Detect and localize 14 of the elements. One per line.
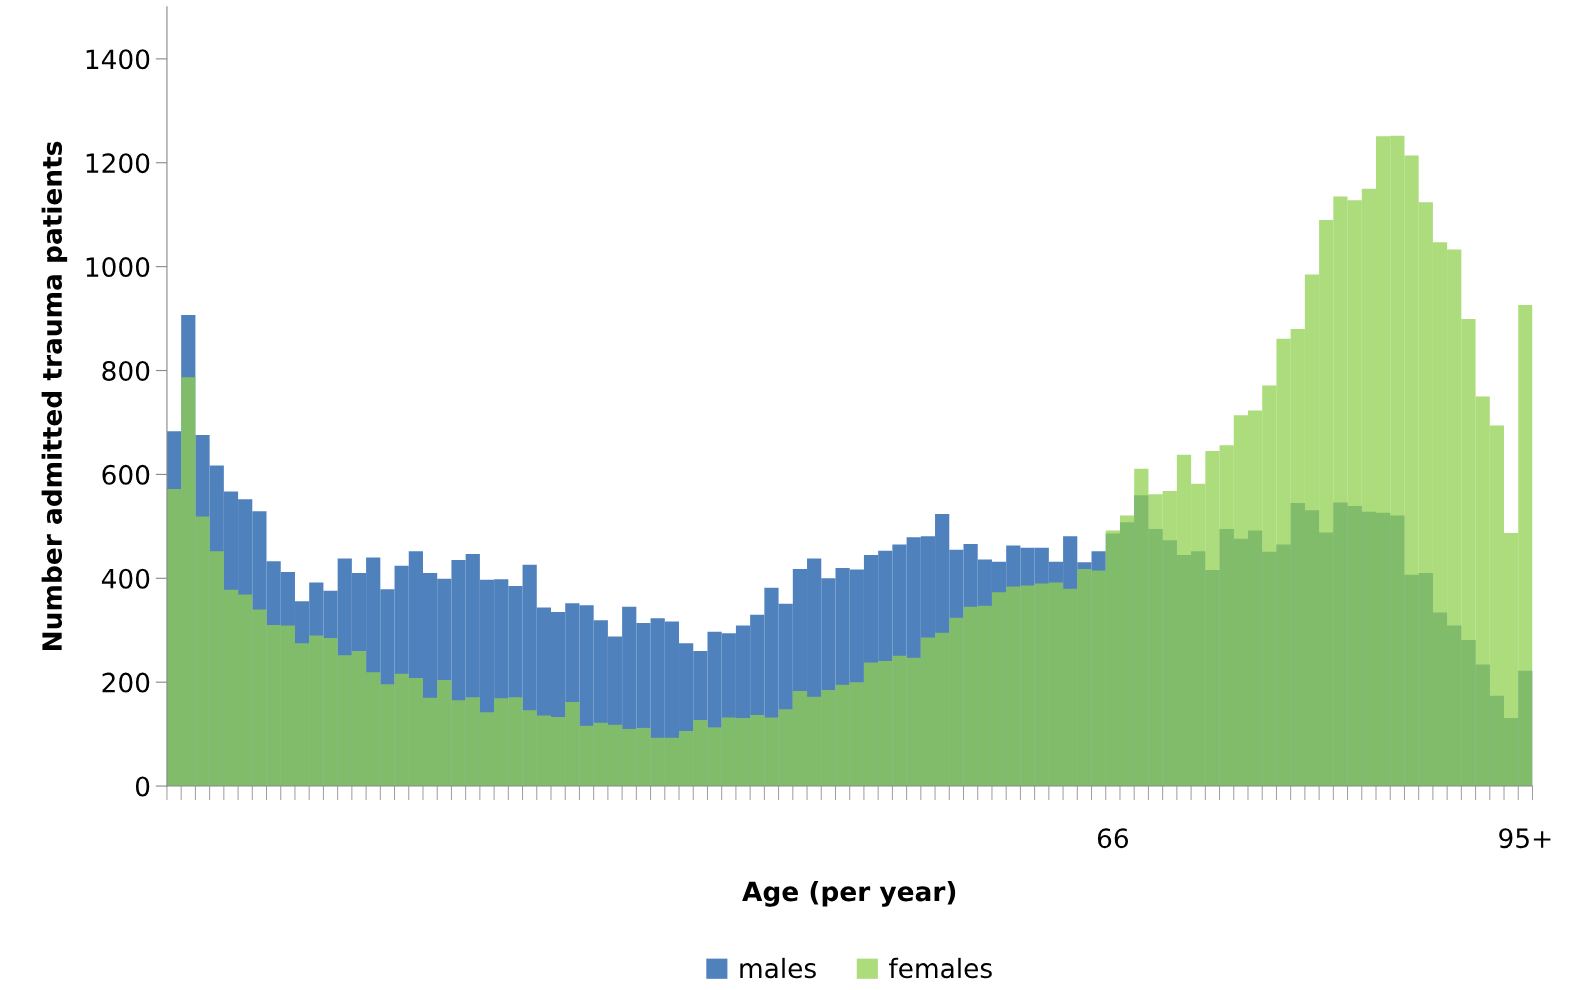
- x-axis-title: Age (per year): [742, 881, 956, 907]
- y-tick-label: 1400: [86, 49, 150, 70]
- y-tick-label: 600: [102, 464, 150, 485]
- x-tick-label: 66: [1097, 828, 1128, 849]
- y-tick-label: 1000: [86, 257, 150, 278]
- y-tick-label: 1200: [86, 153, 150, 174]
- y-tick-label: 0: [135, 776, 150, 797]
- y-axis-title: Number admitted trauma patients: [41, 141, 68, 651]
- y-tick-label: 800: [102, 360, 150, 381]
- y-tick-label: 400: [101, 568, 150, 589]
- legend-label: males: [740, 957, 816, 979]
- legend-label: females: [889, 957, 992, 979]
- y-tick-label: 200: [102, 672, 150, 693]
- x-tick-label: 95+: [1499, 828, 1551, 849]
